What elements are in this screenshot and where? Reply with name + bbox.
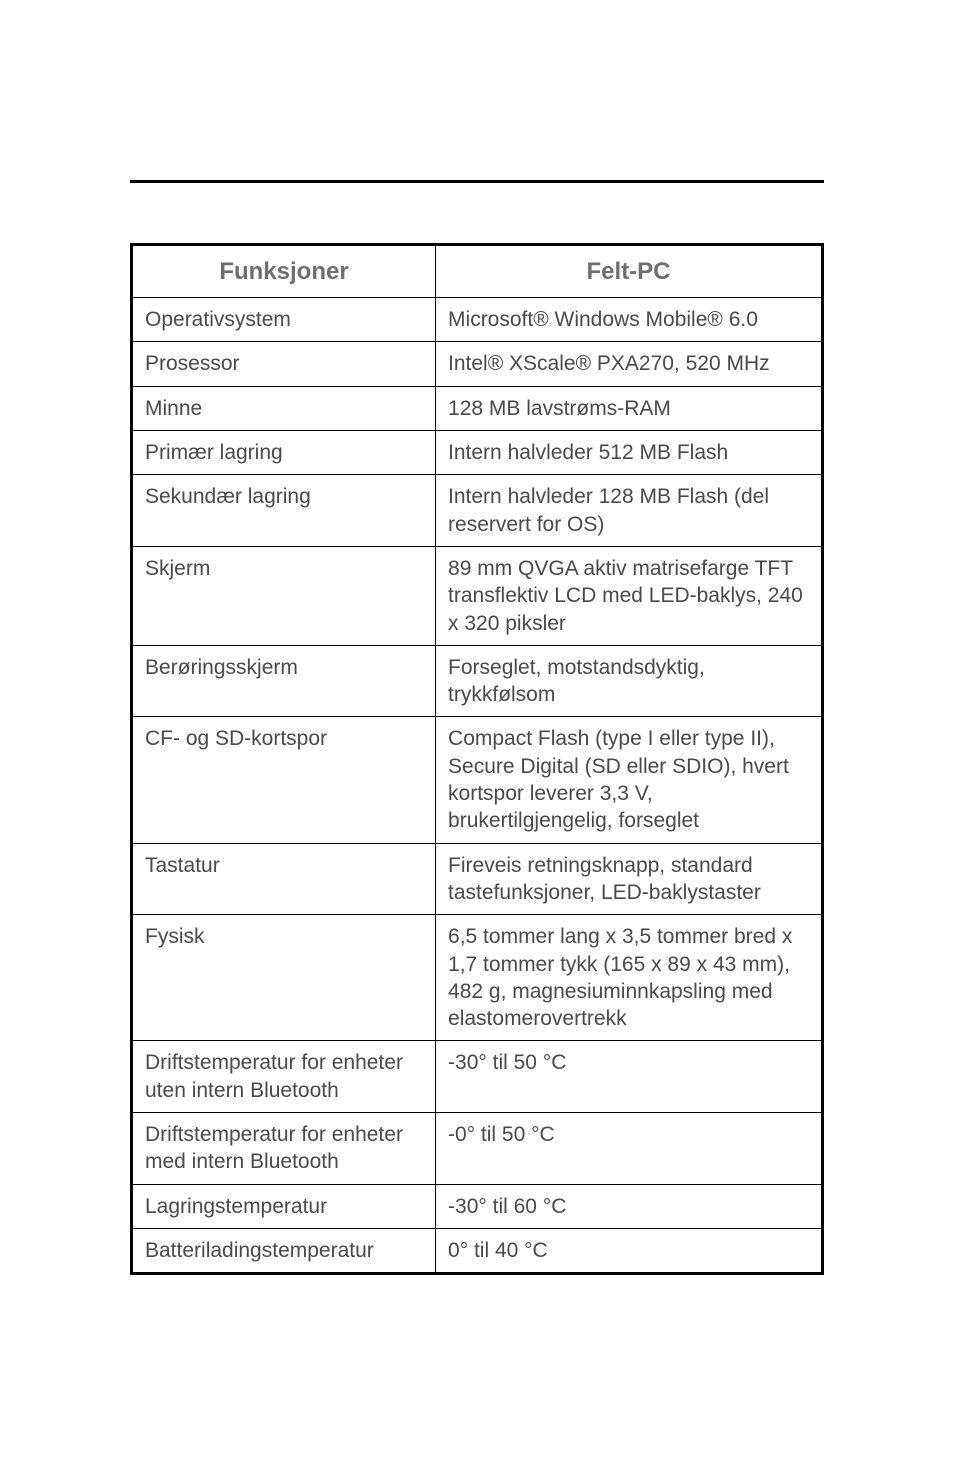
cell-key: Minne — [132, 386, 436, 430]
cell-val: Compact Flash (type I eller type II), Se… — [436, 717, 823, 843]
table-row: Skjerm 89 mm QVGA aktiv matrisefarge TFT… — [132, 546, 823, 645]
cell-val: -0° til 50 °C — [436, 1113, 823, 1185]
table-row: Primær lagring Intern halvleder 512 MB F… — [132, 431, 823, 475]
cell-val: Fireveis retningsknapp, standard tastefu… — [436, 843, 823, 915]
cell-val: 89 mm QVGA aktiv matrisefarge TFT transf… — [436, 546, 823, 645]
header-col1: Funksjoner — [132, 245, 436, 298]
cell-key: Driftstemperatur for enheter uten intern… — [132, 1041, 436, 1113]
cell-key: Primær lagring — [132, 431, 436, 475]
cell-key: CF- og SD-kortspor — [132, 717, 436, 843]
cell-val: -30° til 60 °C — [436, 1184, 823, 1228]
cell-key: Sekundær lagring — [132, 475, 436, 547]
table-header-row: Funksjoner Felt-PC — [132, 245, 823, 298]
table-row: Batteriladingstemperatur 0° til 40 °C — [132, 1228, 823, 1273]
cell-key: Batteriladingstemperatur — [132, 1228, 436, 1273]
table-row: Lagringstemperatur -30° til 60 °C — [132, 1184, 823, 1228]
table-row: Sekundær lagring Intern halvleder 128 MB… — [132, 475, 823, 547]
cell-key: Fysisk — [132, 915, 436, 1041]
cell-val: -30° til 50 °C — [436, 1041, 823, 1113]
spec-table: Funksjoner Felt-PC Operativsystem Micros… — [130, 243, 824, 1275]
header-col2: Felt-PC — [436, 245, 823, 298]
cell-val: 6,5 tommer lang x 3,5 tommer bred x 1,7 … — [436, 915, 823, 1041]
cell-key: Tastatur — [132, 843, 436, 915]
cell-key: Lagringstemperatur — [132, 1184, 436, 1228]
cell-val: Forseglet, motstandsdyktig, trykkfølsom — [436, 645, 823, 717]
table-row: Driftstemperatur for enheter uten intern… — [132, 1041, 823, 1113]
cell-key: Prosessor — [132, 342, 436, 386]
cell-key: Driftstemperatur for enheter med intern … — [132, 1113, 436, 1185]
cell-val: 128 MB lavstrøms-RAM — [436, 386, 823, 430]
cell-key: Operativsystem — [132, 298, 436, 342]
cell-key: Berøringsskjerm — [132, 645, 436, 717]
table-row: Prosessor Intel® XScale® PXA270, 520 MHz — [132, 342, 823, 386]
table-row: Driftstemperatur for enheter med intern … — [132, 1113, 823, 1185]
table-row: Fysisk 6,5 tommer lang x 3,5 tommer bred… — [132, 915, 823, 1041]
table-row: Tastatur Fireveis retningsknapp, standar… — [132, 843, 823, 915]
cell-val: Intel® XScale® PXA270, 520 MHz — [436, 342, 823, 386]
table-row: Operativsystem Microsoft® Windows Mobile… — [132, 298, 823, 342]
cell-key: Skjerm — [132, 546, 436, 645]
cell-val: Intern halvleder 512 MB Flash — [436, 431, 823, 475]
page: Funksjoner Felt-PC Operativsystem Micros… — [0, 0, 954, 1475]
top-rule — [130, 180, 824, 183]
cell-val: Intern halvleder 128 MB Flash (del reser… — [436, 475, 823, 547]
cell-val: Microsoft® Windows Mobile® 6.0 — [436, 298, 823, 342]
table-row: CF- og SD-kortspor Compact Flash (type I… — [132, 717, 823, 843]
cell-val: 0° til 40 °C — [436, 1228, 823, 1273]
table-row: Berøringsskjerm Forseglet, motstandsdykt… — [132, 645, 823, 717]
table-row: Minne 128 MB lavstrøms-RAM — [132, 386, 823, 430]
